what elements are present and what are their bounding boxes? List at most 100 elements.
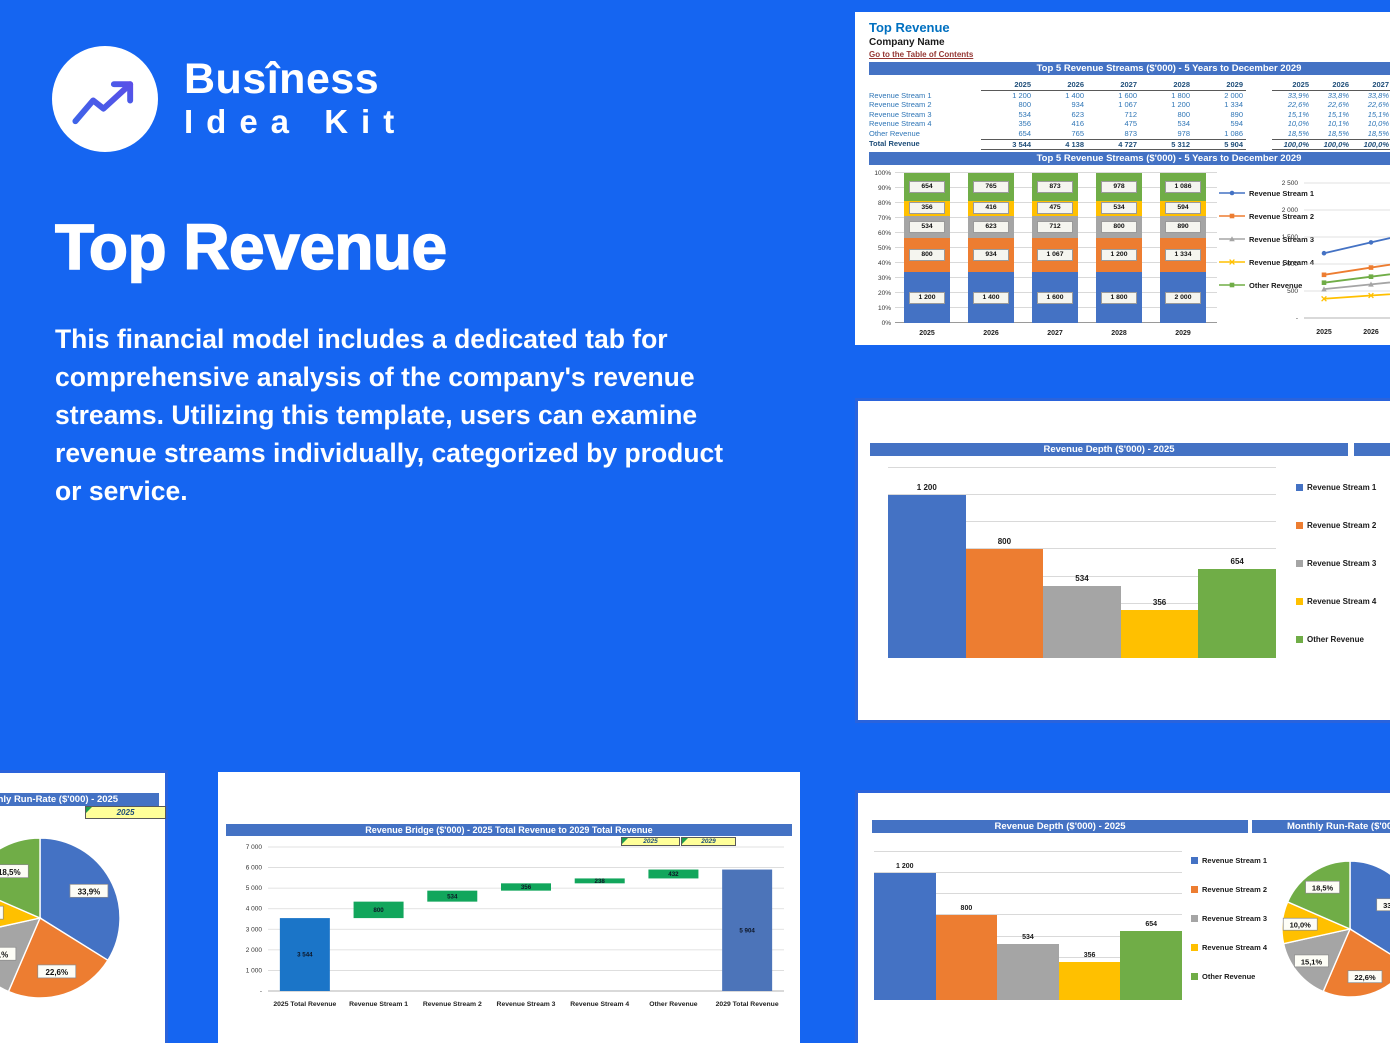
y-axis-tick-label: 4 000: [246, 906, 263, 913]
legend-swatch-icon: [1191, 944, 1198, 951]
legend-label: Revenue Stream 1: [1202, 856, 1268, 865]
value-cell: 594: [1230, 119, 1243, 129]
marker-icon: [1368, 240, 1374, 245]
pct-cell: 33,8%: [1367, 90, 1389, 100]
stacked-bar-segment: 1 067: [1032, 238, 1078, 273]
pie-slice: [1286, 860, 1351, 931]
brand-name: Busîness: [184, 55, 380, 103]
marker-icon: [1368, 274, 1374, 279]
y-axis-tick-label: 40%: [877, 260, 891, 267]
bar: [1198, 569, 1276, 658]
stacked-bar-segment: 1 086: [1160, 173, 1206, 201]
depth-runrate-panel: Revenue Depth ($'000) - 2025 Monthly Run…: [855, 790, 1390, 1043]
value-cell: 1 200: [1171, 100, 1190, 110]
legend-item: Revenue Stream 4: [1296, 597, 1376, 606]
x-axis-tick-label: Revenue Stream 4: [570, 1001, 629, 1008]
stacked-bar-segment: 890: [1160, 215, 1206, 239]
marker-icon: [1321, 280, 1327, 285]
chart-title-bar: Revenue Depth ($'000) - 2025: [870, 443, 1348, 456]
x-axis-tick-label: 2025: [1316, 329, 1332, 336]
data-label: 416: [973, 202, 1009, 215]
marker-icon: [1229, 282, 1235, 288]
legend-label: Revenue Stream 3: [1307, 559, 1377, 568]
revenue-bridge-panel: Revenue Bridge ($'000) - 2025 Total Reve…: [218, 772, 800, 1043]
chart-shape: [1305, 880, 1340, 894]
pct-cell: 22,6%: [1327, 100, 1349, 110]
value-cell: 1 086: [1224, 128, 1243, 138]
legend-marker-icon: [1219, 190, 1245, 196]
line-series: [1323, 237, 1390, 255]
pie-chart: 33,9% 22,6% 15,1% 10,0% 18,5%: [1281, 860, 1390, 998]
bar-chart: 1 200 800 534 356 654: [874, 851, 1182, 1000]
data-label: 1 400: [973, 291, 1009, 304]
data-label: 15,1%: [0, 946, 17, 961]
value-cell: 873: [1124, 128, 1137, 138]
pct-cell: 18,5%: [1327, 128, 1349, 138]
y-axis-tick-label: -: [260, 988, 262, 995]
x-axis-tick-label: Revenue Stream 3: [497, 1001, 556, 1008]
data-label: 18,5%: [0, 864, 29, 879]
data-label: 890: [1165, 220, 1201, 233]
value-cell: 1 334: [1224, 100, 1243, 110]
data-label: 800: [960, 905, 973, 913]
y-axis-tick-label: 100%: [874, 170, 891, 177]
row-label: Other Revenue: [869, 128, 920, 138]
chart-label: 15,1%: [1301, 957, 1323, 966]
chart-shape: [0, 946, 17, 961]
y-axis-tick-label: 30%: [877, 275, 891, 282]
value-cell: 1 067: [1118, 100, 1137, 110]
total-value-cell: 5 904: [1193, 138, 1246, 151]
line-series: [1323, 263, 1390, 276]
year-filter-dropdown[interactable]: 2025: [85, 806, 166, 819]
end-year-filter-dropdown[interactable]: 2029: [681, 837, 736, 846]
chart-label: 15,1%: [0, 950, 8, 959]
value-cell: 1 400: [1065, 90, 1084, 100]
chart-legend: Revenue Stream 1 Revenue Stream 2 Revenue …: [1219, 188, 1314, 290]
stacked-bar-chart: 0% 10% 20% 30% 40% 50% 60% 70% 80% 90% 100% 1 200 80…: [869, 170, 1219, 337]
y-axis-tick-label: 20%: [877, 290, 891, 297]
data-label: 800: [373, 907, 384, 914]
value-cell: 416: [1071, 119, 1084, 129]
data-label: 712: [1037, 221, 1073, 234]
waterfall-bar: [648, 869, 699, 879]
data-label: 10,0%: [0, 905, 4, 920]
data-label: 534: [1022, 933, 1034, 941]
data-label: 978: [1101, 180, 1137, 193]
data-label: 15,1%: [1294, 954, 1329, 968]
grid-line: [888, 548, 1276, 550]
marker-icon: [1368, 292, 1374, 299]
page-title: Top Revenue: [54, 210, 448, 284]
data-label: 800: [1101, 221, 1137, 233]
data-label: 1 200: [916, 483, 937, 493]
marker-icon: [1229, 236, 1235, 242]
data-label: 3 544: [297, 952, 313, 959]
bar: [1120, 930, 1182, 1000]
start-year-filter-dropdown[interactable]: 2025: [621, 837, 680, 846]
year-column-header: 2028: [1140, 80, 1193, 91]
value-cell: 890: [1230, 109, 1243, 119]
table-spacer: [1246, 110, 1272, 120]
stacked-bar-segment: 765: [968, 173, 1014, 201]
data-label: 623: [973, 221, 1009, 234]
waterfall-bar: [722, 869, 773, 991]
bar: [888, 495, 966, 658]
sheet-title: Top Revenue: [869, 20, 950, 35]
data-label: 1 334: [1165, 249, 1201, 262]
bar: [997, 943, 1059, 1000]
data-label: 356: [521, 884, 532, 891]
table-spacer: [1246, 100, 1272, 110]
value-cell: 712: [1124, 109, 1137, 119]
data-label: 475: [1037, 202, 1073, 215]
marker-icon: [1229, 259, 1235, 265]
chart-label: 22,6%: [1354, 973, 1376, 982]
value-cell: 765: [1071, 128, 1084, 138]
data-label: 534: [447, 893, 458, 900]
legend-label: Other Revenue: [1307, 635, 1364, 644]
stacked-bar-segment: 873: [1032, 173, 1078, 201]
x-axis-tick-label: 2025: [919, 330, 935, 337]
toc-link[interactable]: Go to the Table of Contents: [869, 50, 974, 59]
row-label: Revenue Stream 2: [869, 100, 932, 110]
x-axis-tick-label: 2025 Total Revenue: [273, 1001, 336, 1008]
chart-label: 33,9%: [78, 887, 101, 896]
